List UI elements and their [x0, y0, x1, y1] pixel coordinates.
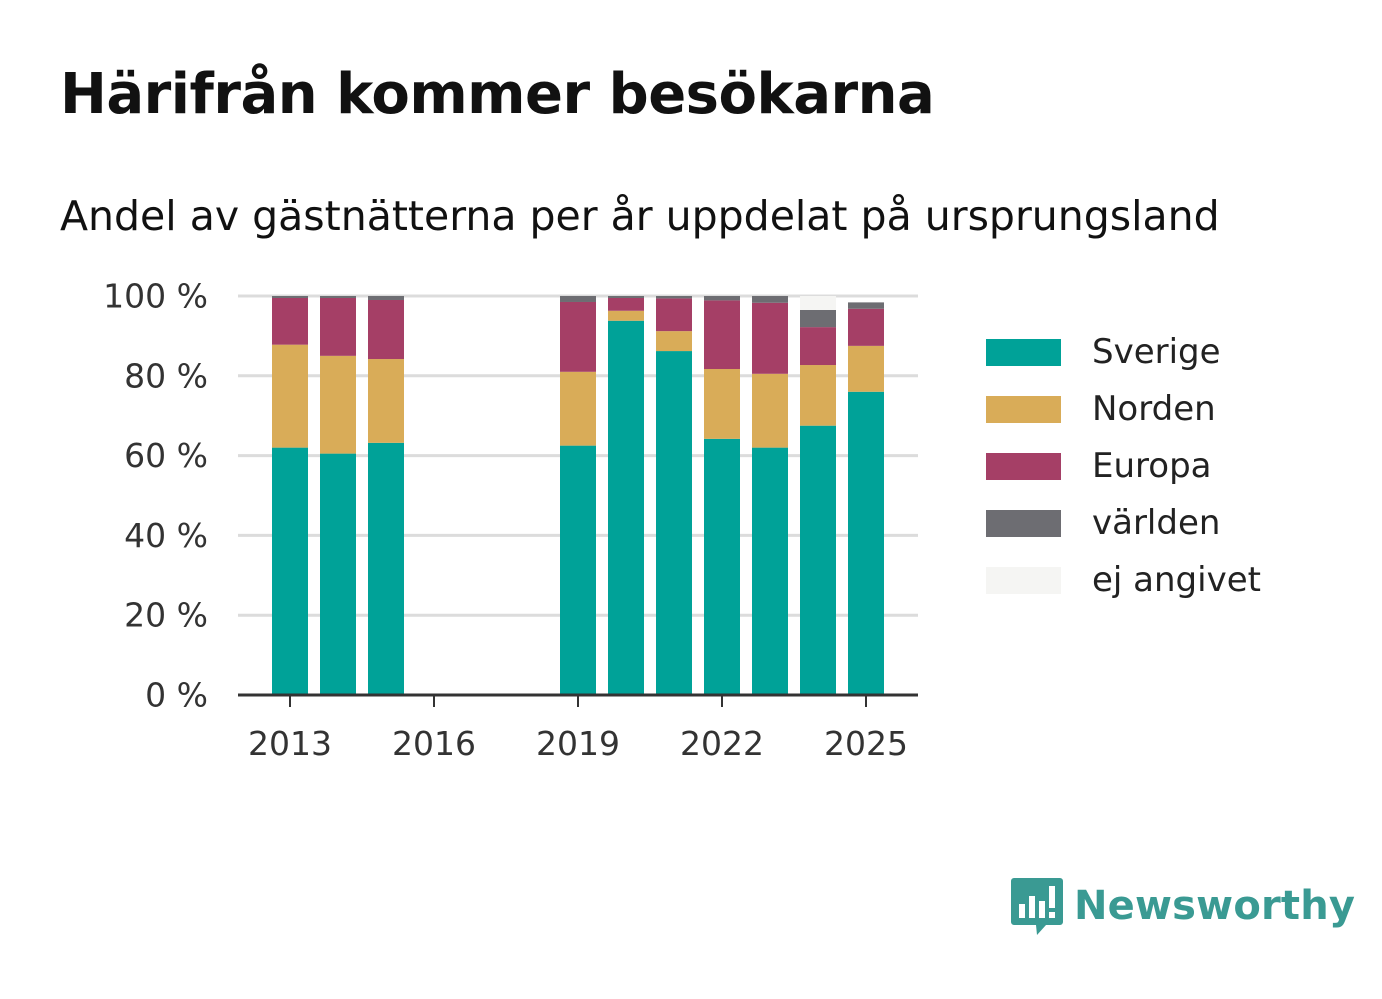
- bar-segment: [704, 300, 740, 370]
- bar-stacks: [272, 296, 884, 695]
- y-tick-label: 100 %: [103, 277, 208, 316]
- newsworthy-logo: Newsworthy: [1010, 876, 1355, 936]
- bar-segment: [752, 447, 788, 695]
- bar-segment: [320, 453, 356, 695]
- x-tick-label: 2016: [392, 724, 476, 763]
- bar-segment: [320, 296, 356, 298]
- bar-segment: [368, 359, 404, 443]
- bar-segment: [656, 331, 692, 352]
- legend-label: ej angivet: [1092, 560, 1261, 600]
- bar-segment: [608, 297, 644, 311]
- bar-segment: [848, 345, 884, 392]
- bar-segment: [560, 371, 596, 446]
- bar-segment: [272, 344, 308, 448]
- bar-segment: [800, 309, 836, 328]
- x-tick-label: 2022: [680, 724, 764, 763]
- bar-segment: [752, 373, 788, 448]
- bar-segment: [272, 447, 308, 695]
- bar-segment: [752, 296, 788, 303]
- bar-segment: [272, 296, 308, 298]
- bar-segment: [608, 296, 644, 298]
- bar-segment: [656, 296, 692, 299]
- bar-segment: [608, 310, 644, 321]
- bar-segment: [848, 391, 884, 695]
- y-tick-label: 80 %: [124, 356, 208, 395]
- bar-segment: [560, 445, 596, 695]
- y-tick-label: 60 %: [124, 436, 208, 475]
- bar-segment: [704, 438, 740, 695]
- bar-segment: [704, 369, 740, 439]
- legend-label: Europa: [1092, 446, 1211, 486]
- brand-name: Newsworthy: [1074, 883, 1356, 929]
- legend: Sverige Norden Europa världen ej angivet: [986, 332, 1261, 600]
- bar-segment: [560, 296, 596, 302]
- bar-chart-speech-bubble-icon: [1011, 878, 1063, 935]
- bar-segment: [800, 365, 836, 426]
- legend-swatch: [986, 567, 1061, 594]
- legend-label: Norden: [1092, 389, 1216, 429]
- legend-label: Sverige: [1092, 332, 1221, 372]
- x-tick-label: 2013: [248, 724, 332, 763]
- bar-segment: [320, 355, 356, 454]
- legend-swatch: [986, 510, 1061, 537]
- x-tick-label: 2025: [824, 724, 908, 763]
- bar-segment: [752, 302, 788, 374]
- chart-subtitle: Andel av gästnätterna per år uppdelat på…: [60, 192, 1220, 240]
- legend-label: världen: [1092, 503, 1220, 543]
- bar-segment: [272, 297, 308, 345]
- bar-segment: [608, 320, 644, 695]
- axes: 0 % 20 % 40 % 60 % 80 % 100 % 2013 2016 2019 2022…: [103, 277, 918, 763]
- bar-segment: [848, 308, 884, 346]
- x-tick-label: 2019: [536, 724, 620, 763]
- bar-segment: [656, 298, 692, 332]
- bar-segment: [704, 296, 740, 301]
- legend-swatch: [986, 396, 1061, 423]
- bar-segment: [368, 296, 404, 300]
- bar-segment: [800, 425, 836, 695]
- bar-segment: [656, 351, 692, 695]
- bar-segment: [320, 297, 356, 356]
- legend-swatch: [986, 339, 1061, 366]
- bar-segment: [368, 442, 404, 695]
- bar-segment: [800, 296, 836, 310]
- y-tick-label: 40 %: [124, 516, 208, 555]
- bar-segment: [368, 299, 404, 360]
- bar-segment: [800, 327, 836, 366]
- y-tick-label: 20 %: [124, 596, 208, 635]
- bar-segment: [848, 302, 884, 309]
- legend-swatch: [986, 453, 1061, 480]
- bar-segment: [560, 301, 596, 372]
- chart-title: Härifrån kommer besökarna: [60, 62, 935, 127]
- y-tick-label: 0 %: [145, 676, 208, 715]
